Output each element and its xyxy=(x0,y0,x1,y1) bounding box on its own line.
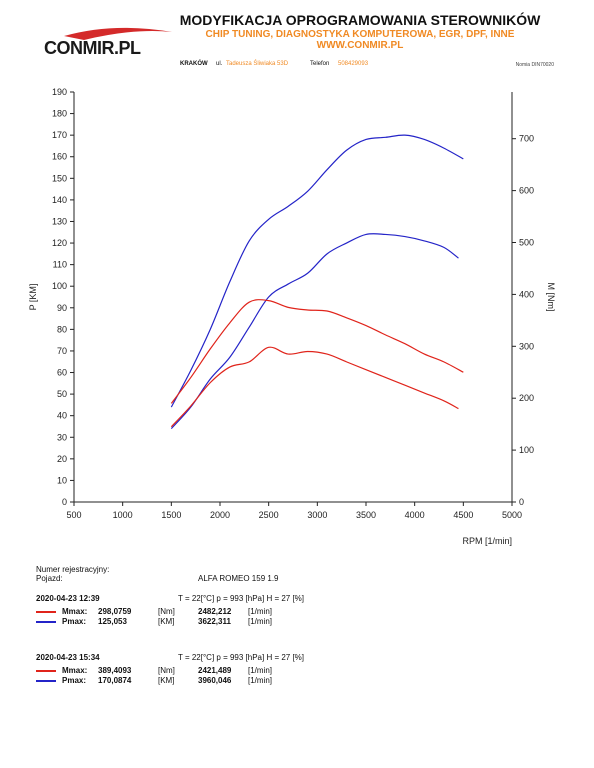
series-line-2 xyxy=(170,134,464,408)
logo-text: CONMIR.PL xyxy=(44,38,141,58)
contact-street: Tadeusza Śliwiaka 53D xyxy=(226,61,289,67)
measurement-1-torque-label: Mmax: xyxy=(62,607,88,616)
measurement-1-power-rpm: 3622,311 xyxy=(198,617,231,626)
y-axis-right-label: M [Nm] xyxy=(546,283,556,312)
y-axis-left-label: P [KM] xyxy=(28,284,38,311)
y-left-tick-label: 160 xyxy=(52,152,67,162)
x-tick-label: 4000 xyxy=(405,510,425,520)
x-tick-label: 5000 xyxy=(502,510,522,520)
measurement-1-power-rpm-unit: [1/min] xyxy=(248,617,273,626)
chart-axes: 500 1000 1500 2000 2500 3000 3500 4000 4500 50000… xyxy=(52,87,534,520)
y-right-tick-label: 100 xyxy=(519,445,534,455)
measurement-2-torque-value: 389,4093 xyxy=(98,666,132,675)
x-tick-label: 1500 xyxy=(161,510,181,520)
measurement-1-torque-rpm-unit: [1/min] xyxy=(248,607,273,616)
series-line-3 xyxy=(170,346,459,428)
vehicle-value: ALFA ROMEO 159 1.9 xyxy=(198,574,279,583)
website-link[interactable]: WWW.CONMIR.PL xyxy=(316,40,404,51)
standard-label: Nomia DIN70020 xyxy=(515,62,554,68)
x-tick-label: 500 xyxy=(66,510,81,520)
y-left-tick-label: 150 xyxy=(52,173,67,183)
y-left-tick-label: 30 xyxy=(57,432,67,442)
y-left-tick-label: 130 xyxy=(52,216,67,226)
page-subtitle: CHIP TUNING, DIAGNOSTYKA KOMPUTEROWA, EG… xyxy=(205,29,515,40)
measurement-1-torque-legend xyxy=(36,611,56,613)
chart-series xyxy=(170,134,464,430)
measurement-1-power-legend xyxy=(36,621,56,623)
measurement-2-torque-legend xyxy=(36,670,56,672)
y-left-tick-label: 120 xyxy=(52,238,67,248)
y-left-tick-label: 90 xyxy=(57,303,67,313)
y-left-tick-label: 140 xyxy=(52,195,67,205)
x-tick-label: 3500 xyxy=(356,510,376,520)
y-left-tick-label: 50 xyxy=(57,389,67,399)
y-left-tick-label: 70 xyxy=(57,346,67,356)
measurement-1-torque-unit: [Nm] xyxy=(158,607,175,616)
y-left-tick-label: 20 xyxy=(57,454,67,464)
page-title: MODYFIKACJA OPROGRAMOWANIA STEROWNIKÓW xyxy=(179,12,541,28)
y-right-tick-label: 400 xyxy=(519,289,534,299)
y-right-tick-label: 500 xyxy=(519,238,534,248)
measurement-2-torque-rpm: 2421,489 xyxy=(198,666,232,675)
measurement-2-power-label: Pmax: xyxy=(62,676,87,685)
x-tick-label: 2500 xyxy=(259,510,279,520)
company-logo: CONMIR.PL xyxy=(44,26,174,62)
series-line-4 xyxy=(170,299,464,404)
measurement-2-torque-label: Mmax: xyxy=(62,666,88,675)
measurement-1-power-label: Pmax: xyxy=(62,617,87,626)
y-left-tick-label: 180 xyxy=(52,109,67,119)
x-axis-label: RPM [1/min] xyxy=(462,536,512,546)
measurement-2-datetime: 2020-04-23 15:34 xyxy=(36,653,100,662)
y-left-tick-label: 100 xyxy=(52,281,67,291)
measurement-2-conditions: T = 22[°C] p = 993 [hPa] H = 27 [%] xyxy=(178,653,305,662)
measurement-2-power-unit: [KM] xyxy=(158,676,175,685)
measurement-1-conditions: T = 22[°C] p = 993 [hPa] H = 27 [%] xyxy=(178,594,305,603)
contact-city: KRAKÓW xyxy=(180,61,208,67)
y-left-tick-label: 10 xyxy=(57,475,67,485)
y-left-tick-label: 60 xyxy=(57,368,67,378)
contact-phone-label: Telefon xyxy=(310,61,330,67)
measurement-1-power-unit: [KM] xyxy=(158,617,175,626)
registration-label: Numer rejestracyjny: xyxy=(36,565,110,574)
measurement-2-torque-unit: [Nm] xyxy=(158,666,175,675)
y-right-tick-label: 700 xyxy=(519,134,534,144)
y-left-tick-label: 190 xyxy=(52,87,67,97)
x-tick-label: 1000 xyxy=(113,510,133,520)
measurement-1-torque-rpm: 2482,212 xyxy=(198,607,232,616)
logo-swoosh xyxy=(64,27,172,40)
y-right-tick-label: 200 xyxy=(519,393,534,403)
contact-phone: 508429093 xyxy=(338,61,369,67)
measurement-2-power-rpm: 3960,046 xyxy=(198,676,232,685)
y-right-tick-label: 600 xyxy=(519,186,534,196)
y-left-tick-label: 80 xyxy=(57,324,67,334)
x-tick-label: 2000 xyxy=(210,510,230,520)
measurement-2-power-rpm-unit: [1/min] xyxy=(248,676,273,685)
dyno-chart: 500 1000 1500 2000 2500 3000 3500 4000 4500 50000… xyxy=(28,87,556,546)
y-right-tick-label: 300 xyxy=(519,341,534,351)
y-right-tick-label: 0 xyxy=(519,497,524,507)
y-left-tick-label: 110 xyxy=(53,260,67,270)
measurement-1-torque-value: 298,0759 xyxy=(98,607,132,616)
measurement-1-datetime: 2020-04-23 12:39 xyxy=(36,594,100,603)
x-tick-label: 3000 xyxy=(307,510,327,520)
y-left-tick-label: 40 xyxy=(57,411,67,421)
measurement-1-power-value: 125,053 xyxy=(98,617,127,626)
y-left-tick-label: 170 xyxy=(52,130,67,140)
measurement-2-torque-rpm-unit: [1/min] xyxy=(248,666,273,675)
x-tick-label: 4500 xyxy=(453,510,473,520)
y-left-tick-label: 0 xyxy=(62,497,67,507)
series-line-1 xyxy=(170,233,459,430)
measurement-2-power-legend xyxy=(36,680,56,682)
contact-street-label: ul. xyxy=(216,61,223,67)
vehicle-label: Pojazd: xyxy=(36,574,63,583)
measurement-2-power-value: 170,0874 xyxy=(98,676,132,685)
